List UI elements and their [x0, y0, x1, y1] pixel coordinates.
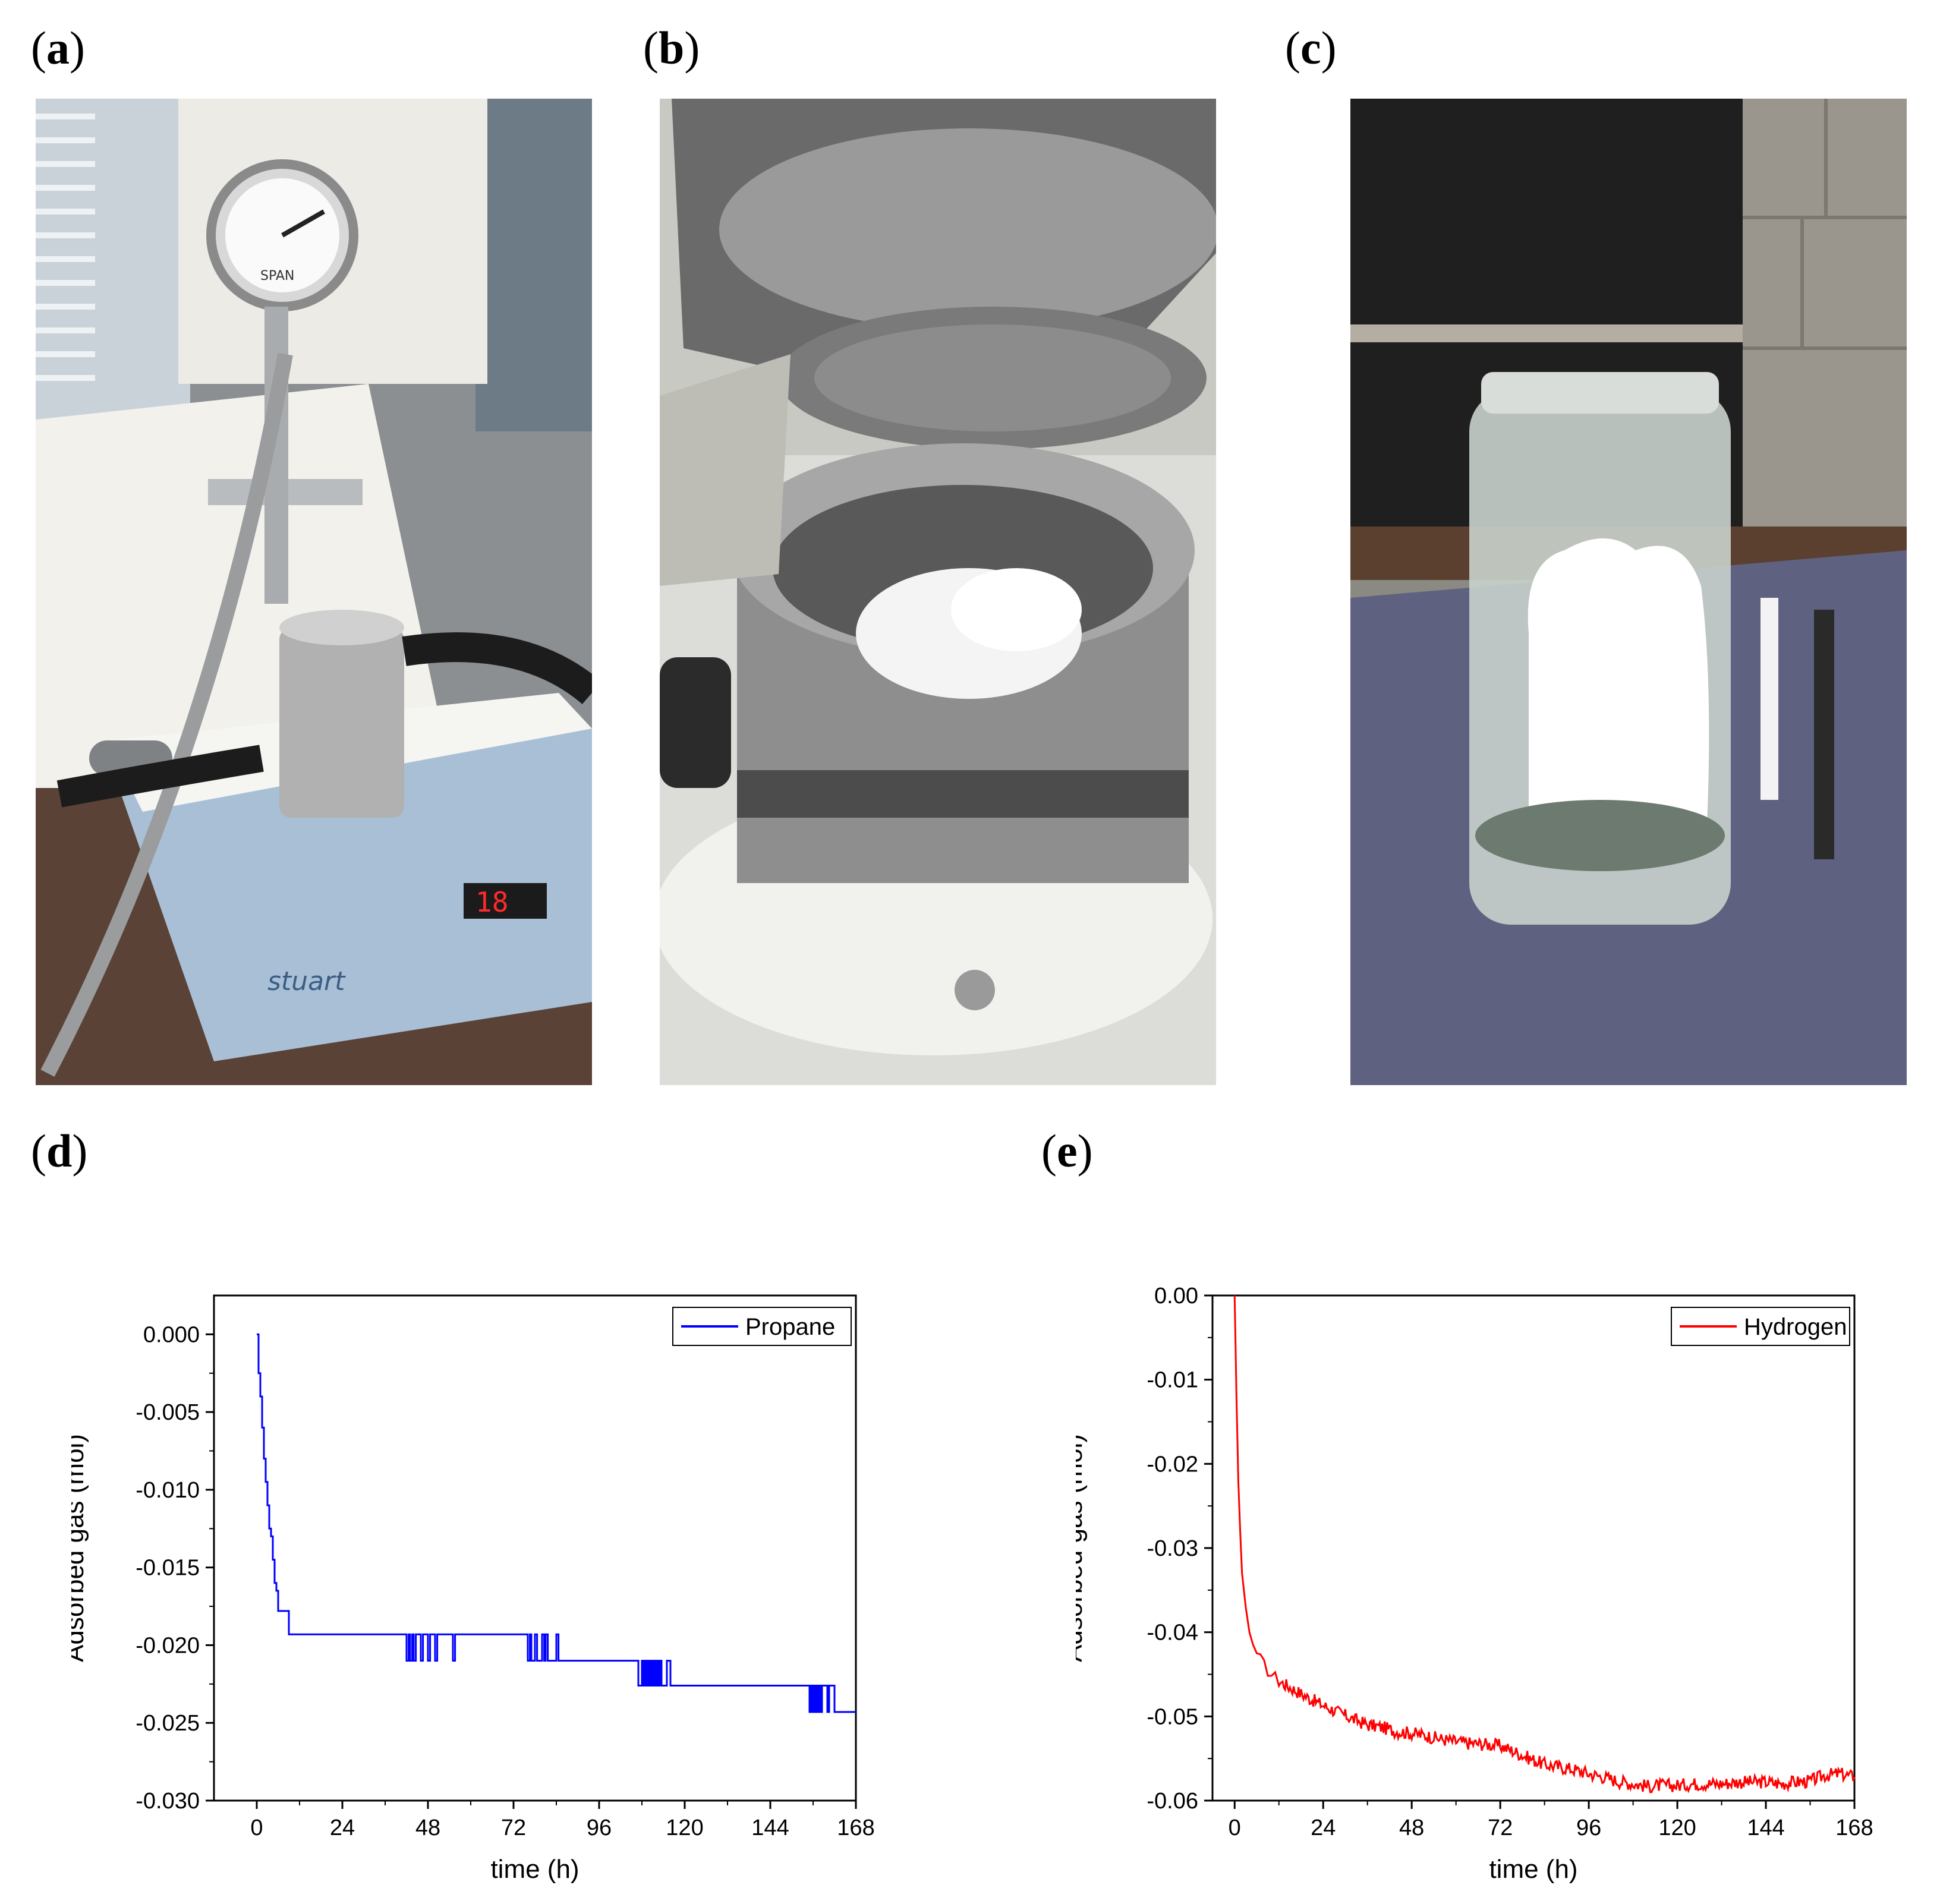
chart-hydrogen: 0 24 48 72 96 120 144 168 0.00 -0.01 -0.02 -0.03 -0.… — [1076, 1284, 1873, 1884]
y-tick-label: -0.015 — [136, 1556, 200, 1581]
x-tick-label: 168 — [837, 1815, 874, 1840]
photo-apparatus: 18 stuart SPAN — [36, 99, 592, 1085]
y-tick-label: -0.05 — [1147, 1704, 1198, 1729]
y-tick-label: -0.005 — [136, 1400, 200, 1425]
panel-label-d: (d) — [31, 1125, 88, 1177]
y-axis-label: Adsorbed gas (mol) — [1076, 1434, 1088, 1662]
y-tick-label: -0.020 — [136, 1633, 200, 1658]
panel-label-c: (c) — [1285, 22, 1337, 74]
y-tick-label: -0.010 — [136, 1478, 200, 1503]
legend-label: Hydrogen — [1744, 1314, 1847, 1340]
x-tick-label: 24 — [1311, 1815, 1336, 1840]
x-tick-label: 120 — [1658, 1815, 1696, 1840]
chart-propane: 0 24 48 72 96 120 144 168 0.000 -0.005 -0.010 -0.01… — [71, 1294, 875, 1884]
x-tick-label: 96 — [1576, 1815, 1601, 1840]
x-tick-label: 48 — [415, 1815, 440, 1840]
x-tick-label: 48 — [1399, 1815, 1424, 1840]
panel-label-e: (e) — [1041, 1125, 1093, 1177]
y-tick-label: -0.04 — [1147, 1621, 1198, 1645]
panel-label-b: (b) — [643, 22, 700, 74]
y-tick-label: 0.00 — [1154, 1284, 1198, 1309]
x-tick-label: 72 — [501, 1815, 526, 1840]
y-tick-label: 0.000 — [143, 1322, 200, 1347]
device-brand-text: stuart — [267, 966, 346, 997]
panel-label-a: (a) — [31, 22, 85, 74]
y-tick-label: -0.06 — [1147, 1789, 1198, 1814]
x-tick-label: 96 — [587, 1815, 612, 1840]
x-tick-label: 72 — [1488, 1815, 1513, 1840]
display-readout: 18 — [475, 886, 508, 918]
series-line-hydrogen — [1233, 1295, 1856, 1793]
photo-glass-jar — [1350, 99, 1907, 1085]
x-axis-label: time (h) — [490, 1855, 579, 1884]
y-tick-label: -0.01 — [1147, 1368, 1198, 1393]
plot-frame — [1211, 1294, 1856, 1802]
x-tick-label: 120 — [666, 1815, 703, 1840]
y-tick-label: -0.03 — [1147, 1536, 1198, 1561]
legend-label: Propane — [745, 1314, 835, 1340]
y-axis-label: Adsorbed gas (mol) — [71, 1434, 89, 1662]
x-tick-label: 144 — [1747, 1815, 1784, 1840]
plot-frame — [213, 1294, 857, 1802]
x-tick-label: 24 — [330, 1815, 355, 1840]
y-tick-label: -0.030 — [136, 1789, 200, 1814]
series-line-propane — [257, 1333, 856, 1713]
x-tick-label: 0 — [1229, 1815, 1241, 1840]
x-tick-label: 144 — [751, 1815, 789, 1840]
y-tick-label: -0.02 — [1147, 1452, 1198, 1477]
x-tick-label: 168 — [1835, 1815, 1873, 1840]
x-tick-label: 0 — [250, 1815, 263, 1840]
y-tick-label: -0.025 — [136, 1711, 200, 1736]
photo-reactor-open — [660, 99, 1216, 1085]
gauge-brand-text: SPAN — [260, 269, 294, 283]
x-axis-label: time (h) — [1489, 1855, 1577, 1884]
